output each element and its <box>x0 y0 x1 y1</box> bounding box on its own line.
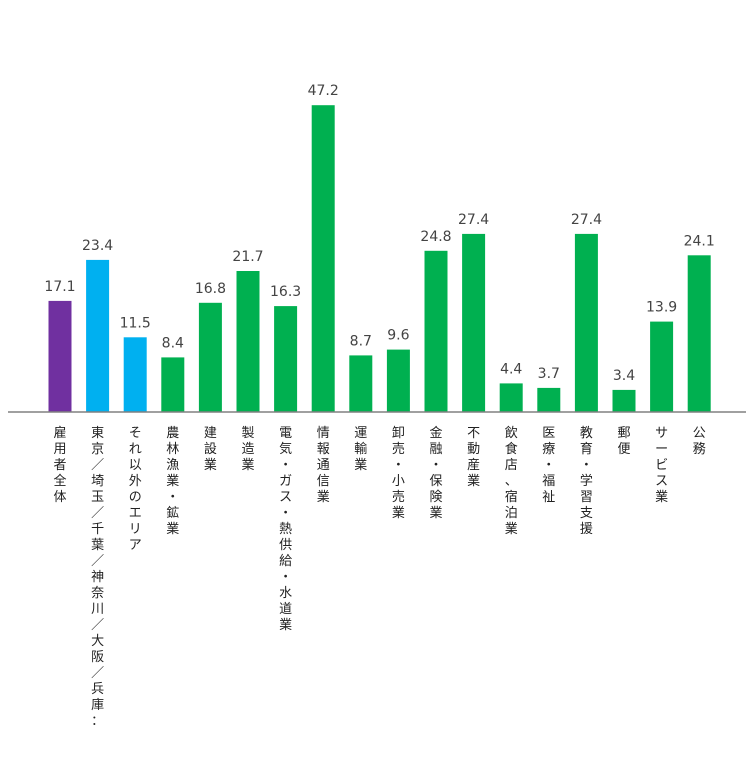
category-label-10: 金融・保険業 <box>429 425 442 521</box>
value-label-12: 4.4 <box>500 361 522 377</box>
category-label-5: 製造業 <box>241 426 254 473</box>
category-label-4: 建設業 <box>204 426 217 473</box>
category-label-0: 雇用者全体 <box>53 425 66 505</box>
bars-group <box>48 105 711 413</box>
value-label-0: 17.1 <box>44 279 75 295</box>
value-label-14: 27.4 <box>571 212 602 228</box>
category-label-14: 教育・学習支援 <box>580 425 593 537</box>
category-label-12: 飲食店、宿泊業 <box>505 425 518 537</box>
bar-5 <box>236 271 260 412</box>
bar-11 <box>462 233 486 412</box>
value-label-1: 23.4 <box>82 238 113 254</box>
category-label-11: 不動産業 <box>467 426 480 489</box>
category-label-7: 情報通信業 <box>317 426 330 505</box>
value-label-9: 9.6 <box>387 328 409 344</box>
bar-13 <box>537 387 561 412</box>
value-labels-group: 17.1 23.4 11.5 8.4 16.8 21.7 16.3 47.2 8.7 9.6 24.… <box>44 83 714 384</box>
category-label-9: 卸売・小売業 <box>392 425 405 521</box>
bar-7 <box>311 105 335 412</box>
bar-2 <box>123 337 147 413</box>
category-label-3: 農林漁業・鉱業 <box>166 426 179 537</box>
value-label-16: 13.9 <box>646 300 677 316</box>
value-label-10: 24.8 <box>420 229 451 245</box>
value-label-6: 16.3 <box>270 284 301 300</box>
category-label-16: サービス業 <box>655 426 668 505</box>
category-label-13: 医療・福祉 <box>542 426 555 505</box>
bar-8 <box>349 355 373 412</box>
bar-9 <box>386 349 410 412</box>
bar-16 <box>650 321 674 412</box>
category-label-15: 郵便 <box>617 426 630 457</box>
bar-15 <box>612 389 636 412</box>
bar-10 <box>424 250 448 412</box>
value-label-15: 3.4 <box>613 368 635 384</box>
category-label-17: 公務 <box>693 426 706 457</box>
category-label-6: 電気・ガス・熱供給・水道業 <box>279 426 292 633</box>
bar-3 <box>161 357 185 412</box>
bar-0 <box>48 300 72 413</box>
value-label-17: 24.1 <box>684 233 715 249</box>
bar-4 <box>198 302 222 412</box>
category-labels-group: 雇用者全体 東京／埼玉／千葉／神奈川／大阪／兵庫： それ以外のエリア 農林漁業・鉱業 建… <box>53 425 705 729</box>
value-label-5: 21.7 <box>232 249 263 265</box>
value-label-2: 11.5 <box>120 315 151 331</box>
value-label-7: 47.2 <box>308 83 339 99</box>
value-label-4: 16.8 <box>195 281 226 297</box>
category-label-2: それ以外のエリア <box>129 426 142 553</box>
value-label-3: 8.4 <box>162 335 184 351</box>
category-label-1: 東京／埼玉／千葉／神奈川／大阪／兵庫： <box>91 425 104 729</box>
value-label-8: 8.7 <box>350 333 372 349</box>
bar-14 <box>574 233 598 412</box>
category-label-8: 運輸業 <box>354 426 367 473</box>
bar-12 <box>499 383 523 412</box>
bar-6 <box>274 306 298 413</box>
bar-17 <box>687 255 711 412</box>
value-label-13: 3.7 <box>538 366 560 382</box>
value-label-11: 27.4 <box>458 212 489 228</box>
bar-1 <box>86 259 110 412</box>
